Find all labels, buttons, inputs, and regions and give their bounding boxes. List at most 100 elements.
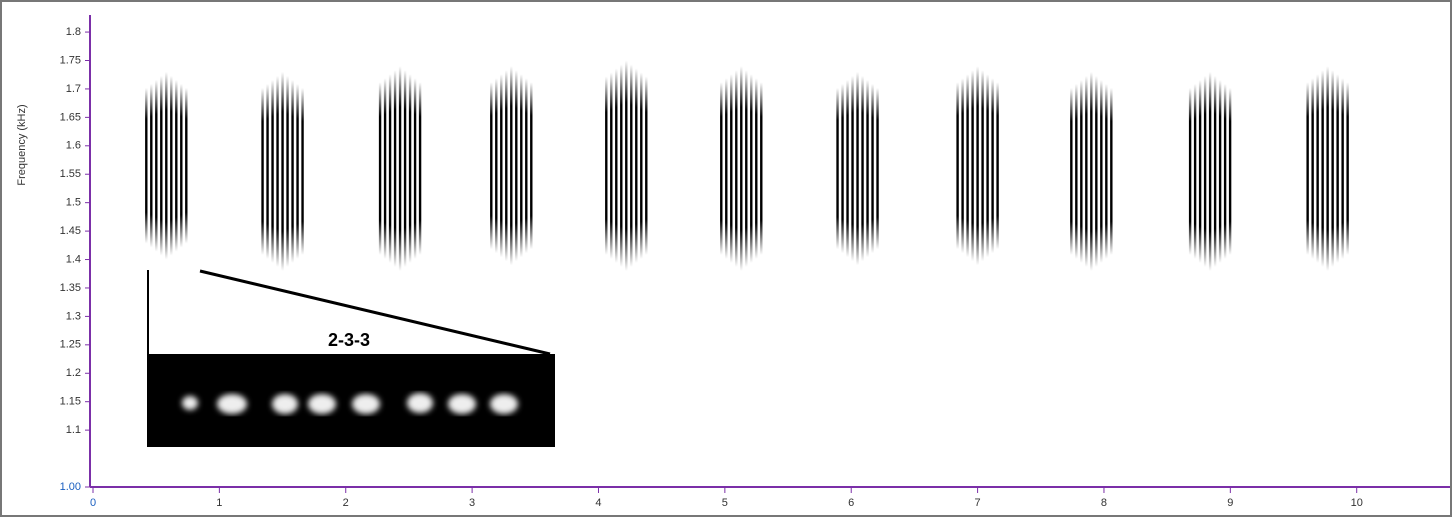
y-tick-label: 1.65 bbox=[60, 111, 81, 123]
x-tick-label: 5 bbox=[722, 497, 728, 509]
call-stripe bbox=[505, 70, 508, 262]
call-stripe bbox=[1100, 79, 1103, 263]
call-stripe bbox=[490, 82, 493, 250]
y-axis-label: Frequency (kHz) bbox=[16, 104, 28, 185]
call-stripe bbox=[610, 72, 613, 259]
y-tick-label: 1.1 bbox=[66, 424, 81, 436]
call-stripe bbox=[1198, 79, 1202, 263]
call-stripe bbox=[725, 78, 728, 259]
call-stripe bbox=[1085, 75, 1088, 267]
call-stripe bbox=[986, 74, 989, 258]
y-tick-label: 1.15 bbox=[60, 396, 81, 408]
call-stripe bbox=[1316, 74, 1319, 263]
call-stripe bbox=[271, 79, 274, 263]
call-stripe bbox=[155, 79, 158, 252]
call-stripe bbox=[1110, 87, 1113, 255]
call-stripe bbox=[856, 71, 859, 266]
call-stripe bbox=[1188, 87, 1192, 255]
call-stripe bbox=[286, 75, 289, 267]
call-stripe bbox=[145, 87, 148, 244]
y-tick-label: 1.3 bbox=[66, 310, 81, 322]
call-stripe bbox=[605, 76, 608, 255]
call-stripe bbox=[170, 75, 173, 256]
call-stripe bbox=[956, 82, 959, 250]
call-stripe bbox=[1306, 82, 1309, 255]
y-tick-label: 1.75 bbox=[60, 54, 81, 66]
call-stripe bbox=[620, 64, 623, 267]
call-stripe bbox=[180, 83, 183, 248]
call-stripe bbox=[645, 76, 648, 255]
call-stripe bbox=[160, 75, 163, 256]
call-stripe bbox=[515, 70, 518, 262]
x-tick-label: 7 bbox=[975, 497, 981, 509]
call-stripe bbox=[495, 78, 498, 254]
call-stripe bbox=[740, 66, 743, 271]
call-stripe bbox=[1311, 78, 1314, 259]
call-stripe bbox=[165, 71, 168, 260]
call-stripe bbox=[851, 75, 854, 262]
x-tick-label: 6 bbox=[848, 497, 854, 509]
call-stripe bbox=[1346, 82, 1349, 255]
call-stripe bbox=[383, 78, 387, 259]
call-stripe bbox=[981, 70, 984, 262]
call-stripe bbox=[1326, 66, 1329, 271]
call-stripe bbox=[296, 83, 299, 259]
call-stripe bbox=[1095, 75, 1098, 267]
call-stripe bbox=[971, 70, 974, 262]
call-stripe bbox=[530, 82, 533, 250]
call-stripe bbox=[1105, 83, 1108, 259]
call-stripe bbox=[1213, 75, 1217, 267]
call-stripe bbox=[730, 74, 733, 263]
call-stripe bbox=[966, 74, 969, 258]
call-stripe bbox=[1228, 87, 1232, 255]
x-tick-label: 2 bbox=[343, 497, 349, 509]
call-stripe bbox=[1075, 83, 1078, 259]
call-stripe bbox=[185, 87, 188, 244]
call-stripe bbox=[1208, 71, 1212, 271]
call-stripe bbox=[836, 87, 839, 250]
call-stripe bbox=[630, 64, 633, 267]
x-tick-label: 1 bbox=[216, 497, 222, 509]
call-stripe bbox=[991, 78, 994, 254]
call-stripe bbox=[866, 79, 869, 258]
call-stripe bbox=[403, 70, 407, 267]
call-stripe bbox=[520, 74, 523, 258]
call-stripe bbox=[408, 74, 412, 263]
call-stripe bbox=[961, 78, 964, 254]
x-tick-label: 8 bbox=[1101, 497, 1107, 509]
call-stripe bbox=[846, 79, 849, 258]
call-stripe bbox=[640, 72, 643, 259]
call-stripe bbox=[1218, 79, 1222, 263]
call-stripe bbox=[625, 60, 628, 271]
call-stripe bbox=[266, 83, 269, 259]
call-stripe bbox=[996, 82, 999, 250]
y-tick-label: 1.4 bbox=[66, 253, 81, 265]
y-tick-label: 1.2 bbox=[66, 367, 81, 379]
call-stripe bbox=[175, 79, 178, 252]
call-stripe bbox=[1203, 75, 1207, 267]
y-tick-label: 1.7 bbox=[66, 83, 81, 95]
call-stripe bbox=[841, 83, 844, 254]
y-tick-label: 1.45 bbox=[60, 225, 81, 237]
call-stripe bbox=[1080, 79, 1083, 263]
inset-image bbox=[147, 354, 555, 447]
call-stripe bbox=[1341, 78, 1344, 259]
inset-label: 2-3-3 bbox=[328, 330, 370, 350]
inset-blobs bbox=[182, 393, 518, 414]
x-tick-label: 10 bbox=[1351, 497, 1363, 509]
call-stripe bbox=[378, 82, 382, 255]
call-stripe bbox=[418, 82, 422, 255]
call-stripe bbox=[301, 87, 304, 255]
call-stripe bbox=[1223, 83, 1227, 259]
call-stripe bbox=[635, 68, 638, 263]
y-tick-label: 1.55 bbox=[60, 168, 81, 180]
call-stripe bbox=[281, 71, 284, 271]
call-stripe bbox=[398, 66, 402, 271]
pointer-line bbox=[199, 269, 551, 356]
call-stripe bbox=[876, 87, 879, 250]
y-tick-label: 1.25 bbox=[60, 339, 81, 351]
call-stripe bbox=[1331, 70, 1334, 267]
x-tick-label: 0 bbox=[90, 497, 96, 509]
call-stripe bbox=[735, 70, 738, 267]
